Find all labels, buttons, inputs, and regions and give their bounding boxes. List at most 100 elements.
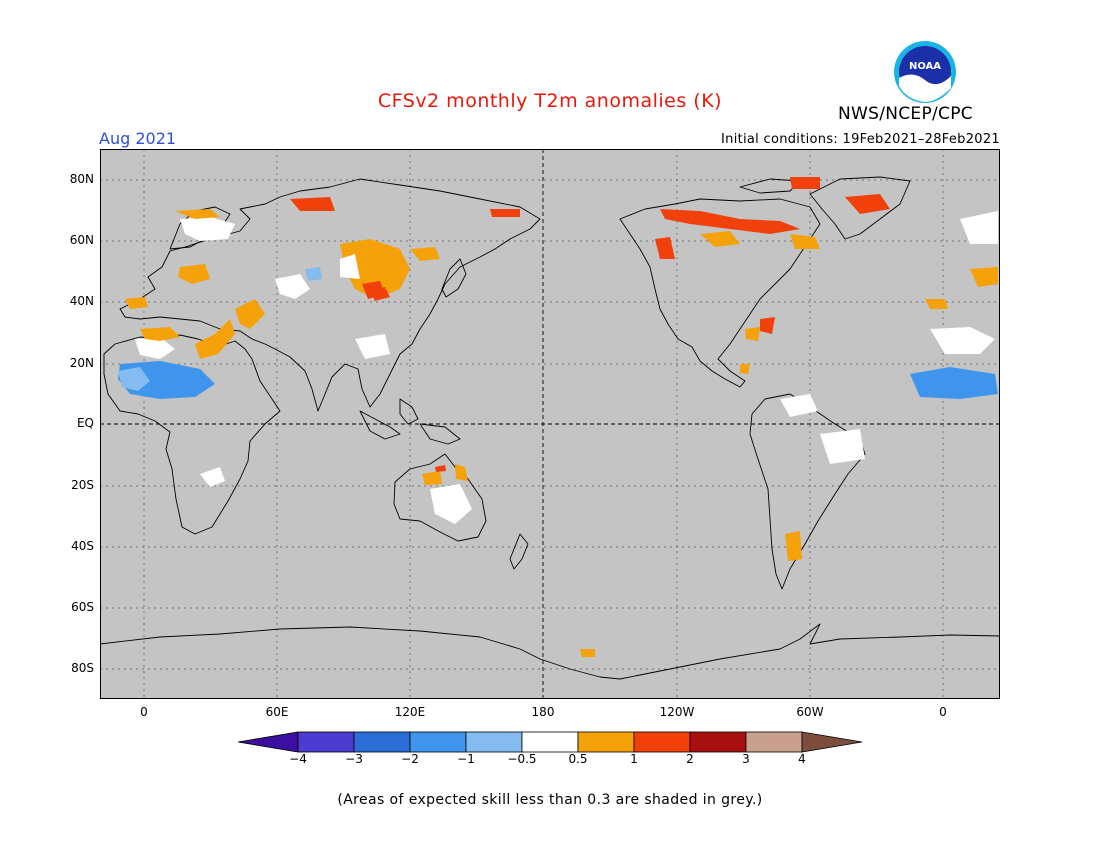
colorbar-label: −0.5 — [507, 752, 537, 766]
colorbar-swatch — [409, 731, 467, 753]
lat-label: 60N — [69, 233, 94, 247]
coastline-path — [359, 410, 401, 440]
coastline-path — [100, 623, 1000, 699]
anomaly-patch — [275, 274, 310, 299]
anomaly-patch — [780, 394, 818, 417]
anomaly-patch — [930, 327, 995, 354]
anomaly-patch — [490, 209, 520, 217]
anomaly-patch — [355, 334, 390, 359]
anomaly-map — [100, 149, 1000, 699]
anomaly-patch — [340, 239, 410, 299]
colorbar — [238, 731, 862, 753]
anomaly-patch — [925, 299, 948, 309]
lon-label: 180 — [531, 705, 555, 719]
lon-label: 120E — [394, 705, 426, 719]
lon-label: 60E — [265, 705, 289, 719]
valid-month: Aug 2021 — [99, 129, 177, 148]
chart-title: CFSv2 monthly T2m anomalies (K) — [377, 90, 723, 112]
colorbar-swatch — [577, 731, 635, 753]
anomaly-patch — [820, 429, 865, 464]
colorbar-label: −1 — [457, 752, 475, 766]
anomaly-patch — [200, 467, 225, 487]
lon-label: 0 — [140, 705, 148, 719]
anomaly-patch — [790, 234, 820, 249]
coastline-path — [103, 334, 281, 535]
anomaly-patch — [175, 209, 220, 219]
anomaly-patch — [290, 197, 335, 211]
lat-label: 40S — [71, 539, 94, 553]
anomaly-patch — [970, 267, 998, 287]
colorbar-swatch — [521, 731, 579, 753]
lat-label: 80S — [71, 661, 94, 675]
anomaly-patch — [340, 254, 360, 279]
lon-label: 0 — [939, 705, 947, 719]
lat-label: 80N — [69, 172, 94, 186]
noaa-logo-text: NOAA — [909, 61, 941, 72]
lat-label: 20S — [71, 478, 94, 492]
anomaly-patch — [435, 465, 446, 472]
coastline-path — [809, 176, 911, 240]
anomaly-patch — [140, 327, 180, 341]
lat-label: EQ — [76, 416, 94, 430]
colorbar-label: −3 — [345, 752, 363, 766]
colorbar-label: 1 — [630, 752, 638, 766]
colorbar-arrow-right — [801, 731, 862, 753]
footnote: (Areas of expected skill less than 0.3 a… — [337, 792, 763, 808]
colorbar-label: 3 — [742, 752, 750, 766]
noaa-logo: NOAA — [894, 41, 956, 103]
anomaly-patch — [410, 247, 440, 261]
coastline-path — [399, 398, 419, 425]
lon-label: 120W — [659, 705, 695, 719]
lat-label: 40N — [69, 294, 94, 308]
anomaly-patches — [118, 177, 998, 657]
anomaly-patch — [790, 177, 820, 189]
lat-label: 60S — [71, 600, 94, 614]
anomaly-patch — [430, 484, 472, 524]
anomaly-patch — [845, 194, 890, 214]
colorbar-label: −4 — [289, 752, 307, 766]
coastline-path — [419, 423, 461, 445]
coastline-path — [509, 533, 529, 570]
initial-conditions: Initial conditions: 19Feb2021–28Feb2021 — [721, 132, 1000, 147]
anomaly-patch — [745, 327, 760, 341]
colorbar-swatch — [353, 731, 411, 753]
agency-label: NWS/NCEP/CPC — [838, 104, 973, 124]
map-grid — [100, 149, 1000, 699]
anomaly-patch — [135, 337, 175, 359]
coastline-path — [119, 178, 541, 412]
coastline-path — [619, 198, 821, 388]
lat-label: 20N — [69, 356, 94, 370]
anomaly-patch — [785, 531, 802, 561]
anomaly-patch — [422, 471, 442, 485]
anomaly-patch — [455, 464, 468, 481]
colorbar-swatch — [689, 731, 747, 753]
anomaly-patch — [305, 267, 322, 281]
anomaly-patch — [910, 367, 998, 399]
anomaly-patch — [370, 287, 390, 301]
anomaly-patch — [118, 367, 150, 391]
colorbar-swatch — [297, 731, 355, 753]
colorbar-arrow-left — [238, 731, 299, 753]
anomaly-patch — [235, 299, 265, 329]
anomaly-patch — [760, 317, 775, 334]
coastline-path — [393, 453, 487, 542]
anomaly-patch — [740, 364, 750, 374]
anomaly-patch — [180, 217, 235, 241]
colorbar-swatch — [745, 731, 803, 753]
colorbar-label: 0.5 — [568, 752, 588, 766]
anomaly-patch — [580, 649, 595, 657]
anomaly-patch — [195, 319, 235, 359]
coastlines — [100, 176, 1000, 699]
colorbar-swatch — [465, 731, 523, 753]
anomaly-patch — [700, 231, 740, 247]
anomaly-patch — [960, 211, 998, 244]
lon-label: 60W — [796, 705, 824, 719]
colorbar-swatch — [633, 731, 691, 753]
anomaly-patch — [178, 264, 210, 284]
anomaly-patch — [125, 297, 148, 309]
colorbar-label: 4 — [798, 752, 806, 766]
colorbar-label: 2 — [686, 752, 694, 766]
anomaly-patch — [660, 209, 800, 234]
coastline-path — [441, 258, 467, 298]
colorbar-label: −2 — [401, 752, 419, 766]
